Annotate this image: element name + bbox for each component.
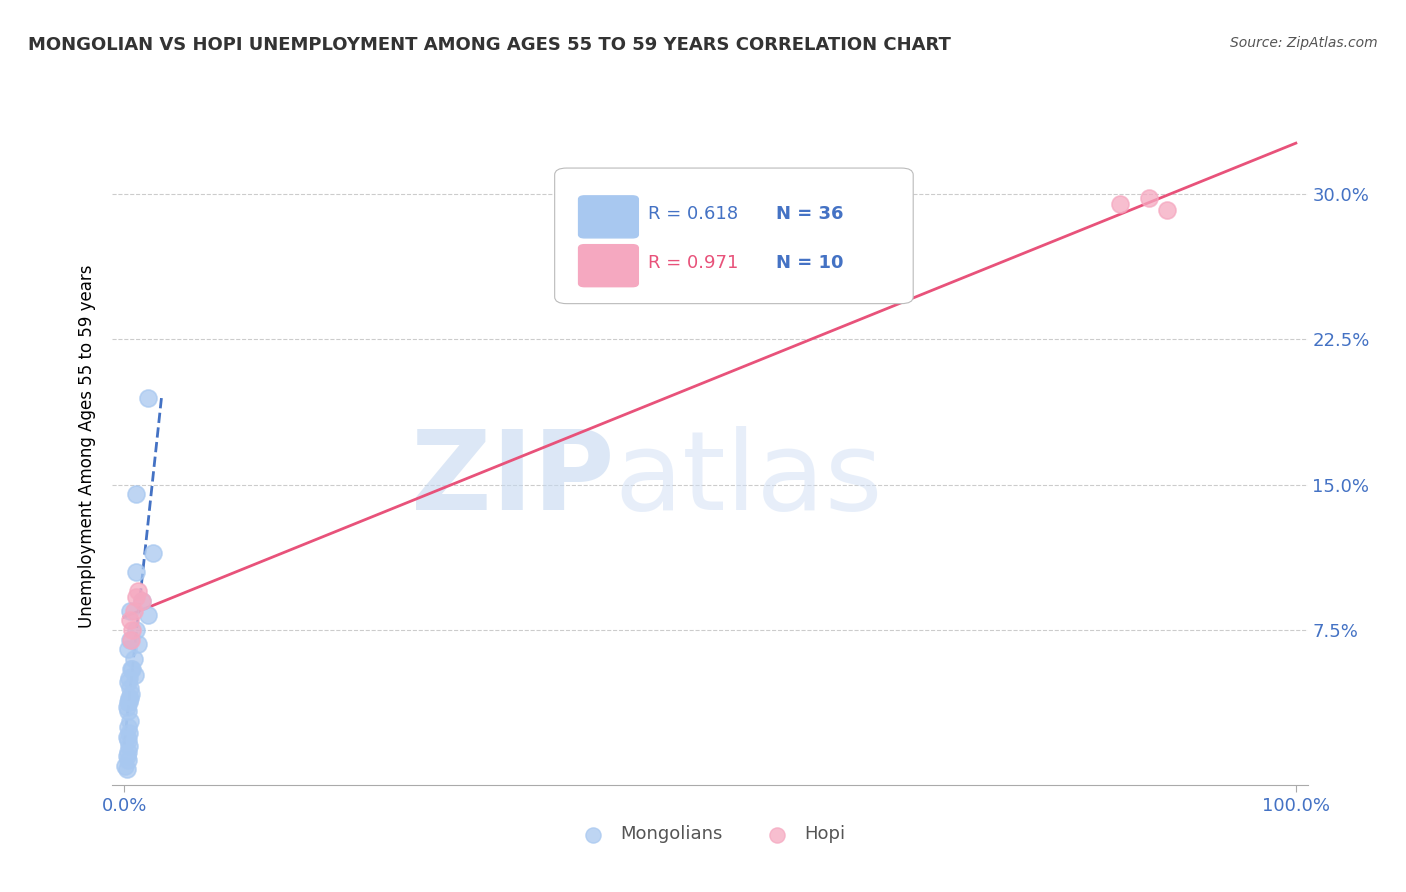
Point xyxy=(120,690,141,705)
Point xyxy=(127,636,149,650)
Point xyxy=(118,739,141,754)
Point xyxy=(117,720,139,734)
Point xyxy=(120,662,142,676)
Point xyxy=(114,758,136,772)
Text: MONGOLIAN VS HOPI UNEMPLOYMENT AMONG AGES 55 TO 59 YEARS CORRELATION CHART: MONGOLIAN VS HOPI UNEMPLOYMENT AMONG AGE… xyxy=(28,36,950,54)
Point xyxy=(131,594,153,608)
Text: N = 36: N = 36 xyxy=(776,205,844,223)
Point xyxy=(124,667,146,681)
Point xyxy=(125,590,148,604)
Point xyxy=(125,623,148,637)
Point xyxy=(115,730,138,744)
Point xyxy=(1109,197,1132,211)
Point xyxy=(131,594,153,608)
Point xyxy=(118,695,141,709)
Point xyxy=(120,632,141,647)
Point xyxy=(120,604,141,618)
Point xyxy=(117,745,139,759)
Point xyxy=(115,748,138,763)
Point xyxy=(117,642,139,657)
Point xyxy=(122,604,145,618)
Text: ZIP: ZIP xyxy=(411,426,614,533)
Point xyxy=(117,733,139,747)
Point xyxy=(121,623,143,637)
Point xyxy=(136,391,159,405)
Point xyxy=(118,725,141,739)
Text: R = 0.971: R = 0.971 xyxy=(648,254,738,272)
Point xyxy=(117,704,139,718)
Point xyxy=(117,675,139,690)
Point xyxy=(120,632,142,647)
Text: atlas: atlas xyxy=(614,426,883,533)
Legend: Mongolians, Hopi: Mongolians, Hopi xyxy=(568,818,852,850)
Point xyxy=(117,753,139,767)
Text: N = 10: N = 10 xyxy=(776,254,844,272)
Point xyxy=(136,607,159,622)
Point xyxy=(122,652,145,666)
Text: R = 0.618: R = 0.618 xyxy=(648,205,738,223)
Point xyxy=(118,672,141,686)
Point xyxy=(120,687,142,701)
Point xyxy=(117,695,139,709)
Point xyxy=(115,763,138,777)
Point xyxy=(127,584,149,599)
Point xyxy=(142,545,165,559)
Point xyxy=(120,714,141,728)
Point xyxy=(125,565,148,579)
Point xyxy=(120,613,141,627)
FancyBboxPatch shape xyxy=(579,196,638,238)
Point xyxy=(125,487,148,501)
FancyBboxPatch shape xyxy=(579,244,638,286)
Y-axis label: Unemployment Among Ages 55 to 59 years: Unemployment Among Ages 55 to 59 years xyxy=(77,264,96,628)
Point xyxy=(115,700,138,714)
Point xyxy=(118,690,141,705)
Text: Source: ZipAtlas.com: Source: ZipAtlas.com xyxy=(1230,36,1378,50)
FancyBboxPatch shape xyxy=(554,168,914,303)
Point xyxy=(121,662,143,676)
Point xyxy=(120,681,141,695)
Point xyxy=(1139,191,1161,205)
Point xyxy=(1156,202,1178,217)
